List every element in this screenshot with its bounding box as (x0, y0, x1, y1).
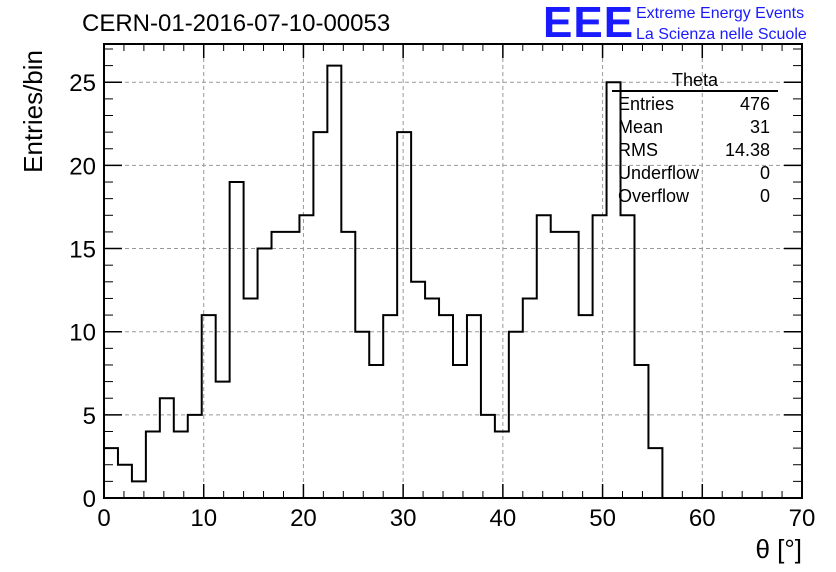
histogram-outline (104, 64, 802, 499)
histogram-bin (523, 298, 537, 498)
histogram-bin (230, 182, 244, 498)
histogram-bin (202, 315, 216, 498)
stats-label: Entries (618, 94, 675, 114)
stats-label: Overflow (618, 186, 690, 206)
logo-line-1: Extreme Energy Events (636, 5, 805, 22)
run-title: CERN-01-2016-07-10-00053 (82, 10, 391, 37)
histogram-bin (453, 365, 467, 498)
histogram-bin (341, 232, 355, 498)
histogram-bin (439, 315, 453, 498)
histogram-bin (327, 66, 341, 498)
histogram-bin (537, 215, 551, 498)
y-tick-label: 25 (69, 70, 96, 97)
histogram-bin (188, 415, 202, 498)
stats-title: Theta (671, 70, 719, 90)
stats-label: Underflow (618, 163, 700, 183)
x-tick-label: 20 (290, 505, 317, 532)
histogram-bin (551, 232, 565, 498)
histogram-bin (593, 215, 607, 498)
y-axis-label: Entries/bin (18, 50, 48, 173)
y-tick-label: 5 (83, 403, 96, 430)
histogram-bin (104, 448, 118, 498)
x-tick-label: 60 (689, 505, 716, 532)
grid-lines (104, 44, 802, 498)
eee-logo: EEE (543, 0, 635, 47)
histogram-bin (579, 315, 593, 498)
x-tick-label: 0 (97, 505, 110, 532)
histogram-bin (425, 298, 439, 498)
stats-box: Theta Entries 476 Mean 31 RMS 14.38 Unde… (612, 70, 778, 208)
stats-row-overflow: Overflow 0 (612, 185, 778, 208)
stats-row-mean: Mean 31 (612, 116, 778, 139)
histogram-bin (634, 365, 648, 498)
histogram-bin (411, 282, 425, 498)
axis-ticks (103, 44, 803, 499)
y-tick-label: 0 (83, 486, 96, 513)
histogram-bin (369, 365, 383, 498)
histogram-bin (648, 448, 662, 498)
stats-label: Mean (618, 117, 664, 137)
histogram-bin (565, 232, 579, 498)
y-tick-label: 15 (69, 237, 96, 264)
x-tick-label: 30 (390, 505, 417, 532)
tick-labels: 0 10 20 30 40 50 60 70 0 5 10 15 20 25 (69, 70, 815, 532)
logo-line-2: La Scienza nelle Scuole (636, 26, 807, 43)
x-tick-label: 40 (490, 505, 517, 532)
stats-value: 476 (739, 94, 770, 114)
stats-divider (612, 90, 778, 92)
histogram-bin (495, 431, 509, 498)
histogram-bin (174, 431, 188, 498)
stats-value: 31 (749, 117, 770, 137)
x-tick-label: 50 (589, 505, 616, 532)
histogram-bin (216, 382, 230, 498)
histogram-bin (258, 249, 272, 498)
histogram-bin (146, 431, 160, 498)
histogram-bin (272, 232, 286, 498)
histogram-bin (383, 315, 397, 498)
stats-value: 0 (759, 186, 770, 206)
x-tick-label: 10 (190, 505, 217, 532)
plot-frame (103, 43, 803, 499)
x-tick-label: 70 (789, 505, 816, 532)
y-tick-label: 10 (69, 320, 96, 347)
histogram-bin (313, 132, 327, 498)
histogram-bin (160, 398, 174, 498)
stats-value: 14.38 (724, 140, 770, 160)
stats-row-underflow: Underflow 0 (612, 162, 778, 185)
y-tick-label: 20 (69, 153, 96, 180)
stats-value: 0 (759, 163, 770, 183)
histogram-bin (244, 298, 258, 498)
histogram-bin (118, 465, 132, 498)
stats-row-entries: Entries 476 (612, 93, 778, 116)
histogram-bin (621, 215, 635, 498)
histogram-bin (397, 132, 411, 498)
stats-label: RMS (618, 140, 658, 160)
histogram-bin (285, 232, 299, 498)
stats-row-rms: RMS 14.38 (612, 139, 778, 162)
x-axis-label: θ [°] (755, 534, 802, 564)
histogram-bin (481, 415, 495, 498)
histogram-series (104, 64, 802, 499)
histogram-bin (299, 215, 313, 498)
histogram-bin (467, 315, 481, 498)
